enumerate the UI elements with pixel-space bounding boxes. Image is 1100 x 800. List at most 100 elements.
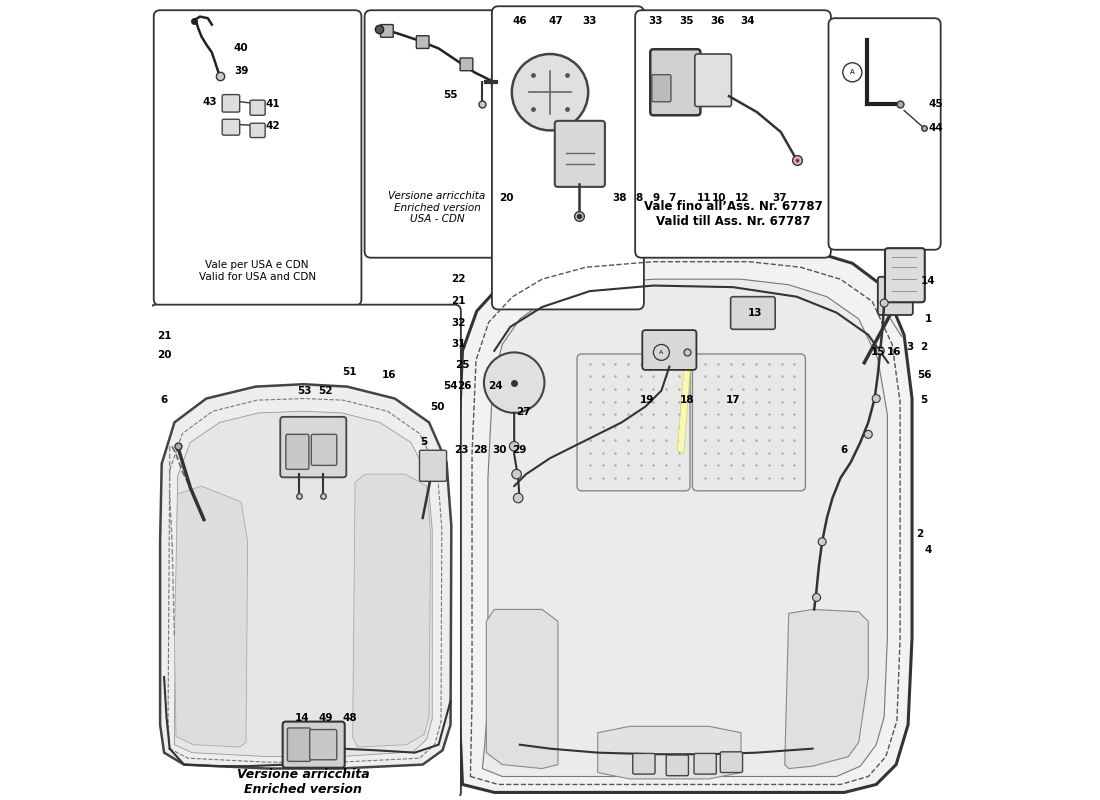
Circle shape [877,347,884,354]
Text: 17: 17 [726,395,740,405]
Text: 25: 25 [455,360,470,370]
FancyBboxPatch shape [311,434,337,466]
Text: 1: 1 [924,314,932,324]
Text: 38: 38 [613,193,627,203]
Text: 30: 30 [493,446,507,455]
Polygon shape [175,411,432,757]
FancyBboxPatch shape [222,94,240,112]
Text: 18: 18 [680,395,694,405]
FancyBboxPatch shape [250,100,265,115]
FancyBboxPatch shape [416,36,429,49]
Text: 48: 48 [342,714,356,723]
FancyBboxPatch shape [642,330,696,370]
Text: 4: 4 [924,545,932,554]
Text: A: A [659,350,663,355]
Text: 14: 14 [921,276,935,286]
Polygon shape [678,331,693,454]
FancyBboxPatch shape [250,123,265,138]
Text: 29: 29 [513,446,527,455]
FancyBboxPatch shape [364,10,508,258]
Circle shape [818,538,826,546]
FancyBboxPatch shape [730,297,776,330]
Text: 13: 13 [748,308,762,318]
Text: 51: 51 [342,367,356,378]
Text: 6: 6 [840,446,848,455]
Text: 20: 20 [499,193,514,203]
Text: 33: 33 [583,15,597,26]
FancyBboxPatch shape [578,354,690,491]
Text: 5: 5 [420,438,428,447]
Polygon shape [597,726,741,779]
Text: 8: 8 [636,193,642,203]
Text: 10: 10 [712,193,726,203]
Text: Versione arricchita
Enriched version
USA - CDN: Versione arricchita Enriched version USA… [388,191,485,224]
FancyBboxPatch shape [667,755,689,776]
Circle shape [514,494,522,502]
Circle shape [880,299,888,307]
Text: 3: 3 [906,342,913,352]
Text: 44: 44 [928,123,944,133]
Text: 27: 27 [516,407,531,417]
FancyBboxPatch shape [886,248,925,302]
FancyBboxPatch shape [878,277,913,315]
Text: 49: 49 [318,714,333,723]
Polygon shape [486,610,558,769]
Text: 14: 14 [295,714,309,723]
Text: 23: 23 [453,446,469,455]
FancyBboxPatch shape [287,728,310,762]
FancyBboxPatch shape [222,119,240,135]
Text: 33: 33 [649,15,663,26]
FancyBboxPatch shape [635,10,830,258]
Text: 9: 9 [652,193,659,203]
FancyBboxPatch shape [828,18,940,250]
Text: 39: 39 [234,66,249,76]
Text: Vale fino all’Ass. Nr. 67787
Valid till Ass. Nr. 67787: Vale fino all’Ass. Nr. 67787 Valid till … [644,200,823,228]
Text: 20: 20 [157,350,172,360]
Text: 34: 34 [740,15,755,26]
Text: 52: 52 [318,386,333,395]
FancyBboxPatch shape [554,121,605,187]
FancyBboxPatch shape [650,50,701,115]
Polygon shape [459,246,912,793]
FancyBboxPatch shape [694,754,716,774]
Text: 56: 56 [916,370,932,380]
Text: 15: 15 [870,347,886,358]
Text: A: A [850,70,855,75]
Polygon shape [161,384,451,769]
Text: 46: 46 [513,15,527,26]
Text: 32: 32 [451,318,465,328]
Circle shape [813,594,821,602]
Text: 35: 35 [680,15,694,26]
Polygon shape [175,486,248,747]
Text: passion for parts: passion for parts [529,429,858,606]
Text: 28: 28 [473,446,487,455]
Text: 21: 21 [157,331,172,342]
Text: 47: 47 [548,15,563,26]
Circle shape [872,394,880,402]
FancyBboxPatch shape [150,305,461,798]
Text: 55: 55 [443,90,458,99]
FancyBboxPatch shape [280,417,346,478]
FancyBboxPatch shape [310,730,337,760]
Polygon shape [784,610,868,769]
Text: 43: 43 [202,97,218,106]
Text: 53: 53 [298,386,312,395]
FancyBboxPatch shape [492,6,644,310]
FancyBboxPatch shape [381,25,393,38]
FancyBboxPatch shape [419,450,447,482]
Text: 16: 16 [887,347,901,358]
Circle shape [865,430,872,438]
Text: 42: 42 [266,121,280,130]
Polygon shape [353,474,430,747]
Text: 2: 2 [921,342,927,352]
Text: 22: 22 [451,274,465,284]
FancyBboxPatch shape [652,74,671,102]
FancyBboxPatch shape [632,754,654,774]
FancyBboxPatch shape [460,58,473,70]
Text: 40: 40 [234,43,249,54]
Text: partsfs: partsfs [822,64,944,94]
Text: 11: 11 [696,193,711,203]
Text: 41: 41 [266,99,280,109]
Text: 7: 7 [668,193,675,203]
Text: 36: 36 [710,15,724,26]
